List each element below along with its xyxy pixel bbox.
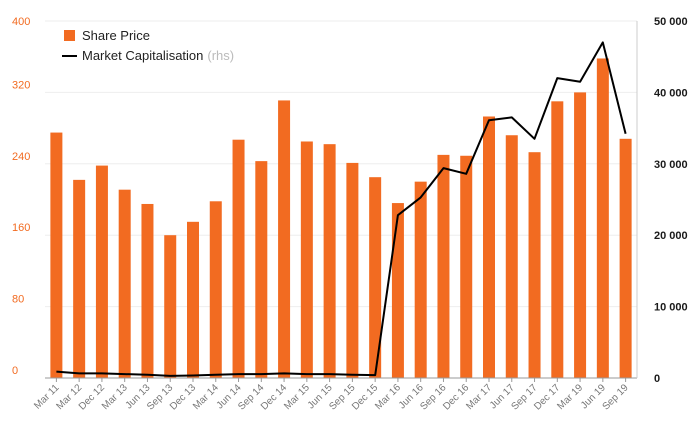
y-right-tick-label: 20 000 xyxy=(654,230,688,242)
x-tick-label: Mar 19 xyxy=(555,382,585,412)
y-left-tick-label: 400 xyxy=(12,16,30,28)
bar-share-price xyxy=(414,181,427,378)
y-left-tick-label: 240 xyxy=(12,151,30,163)
legend-market-cap-note: (rhs) xyxy=(207,48,234,63)
y-right-tick-label: 30 000 xyxy=(654,159,688,171)
legend: Share Price Market Capitalisation (rhs) xyxy=(62,28,234,63)
bar-share-price xyxy=(574,92,587,379)
bar-share-price xyxy=(255,161,268,378)
bar-share-price xyxy=(437,154,450,378)
x-tick-label: Mar 15 xyxy=(282,382,312,412)
bar-share-price xyxy=(460,155,473,378)
bar-share-price xyxy=(528,152,541,378)
bar-share-price xyxy=(551,101,564,378)
bar-share-price xyxy=(346,162,359,378)
bar-share-price xyxy=(619,138,632,378)
bar-share-price xyxy=(369,177,382,378)
y-left-tick-label: 0 xyxy=(12,365,18,377)
y-right-tick-label: 0 xyxy=(654,373,660,385)
x-tick-label: Mar 13 xyxy=(100,382,130,412)
x-tick-label: Sep 19 xyxy=(601,382,631,412)
line-market-cap xyxy=(56,41,627,377)
y-right-tick-label: 10 000 xyxy=(654,302,688,314)
grid-lines xyxy=(45,20,637,379)
legend-label-share-price: Share Price xyxy=(82,28,150,43)
y-right-tick-label: 40 000 xyxy=(654,87,688,99)
x-tick-label: Mar 14 xyxy=(191,382,221,412)
x-tick-label: Mar 17 xyxy=(464,382,494,412)
legend-market-cap-name: Market Capitalisation xyxy=(82,48,203,63)
bar-share-price xyxy=(141,203,154,378)
bar-share-price xyxy=(95,165,108,378)
y-right-tick-label: 50 000 xyxy=(654,16,688,28)
legend-label-market-cap: Market Capitalisation (rhs) xyxy=(82,48,234,63)
bar-share-price xyxy=(323,144,336,378)
y-left-tick-label: 160 xyxy=(12,222,30,234)
bar-share-price xyxy=(300,141,313,378)
bar-share-price xyxy=(278,100,291,379)
bar-share-price xyxy=(232,139,245,378)
bar-share-price xyxy=(164,235,177,378)
bar-share-price xyxy=(209,201,222,378)
bar-share-price xyxy=(596,58,609,379)
bar-share-price xyxy=(50,132,63,378)
legend-swatch-share-price xyxy=(64,30,75,41)
bar-share-price xyxy=(391,203,404,378)
bar-share-price xyxy=(73,179,86,378)
y-left-tick-label: 320 xyxy=(12,79,30,91)
share-price-bars xyxy=(50,58,632,379)
x-tick-label: Mar 16 xyxy=(373,382,403,412)
y-left-tick-label: 80 xyxy=(12,294,24,306)
bar-share-price xyxy=(483,116,495,378)
bar-share-price xyxy=(505,135,518,378)
bar-share-price xyxy=(187,221,199,378)
bar-share-price xyxy=(118,189,131,378)
market-cap-series xyxy=(56,41,627,377)
